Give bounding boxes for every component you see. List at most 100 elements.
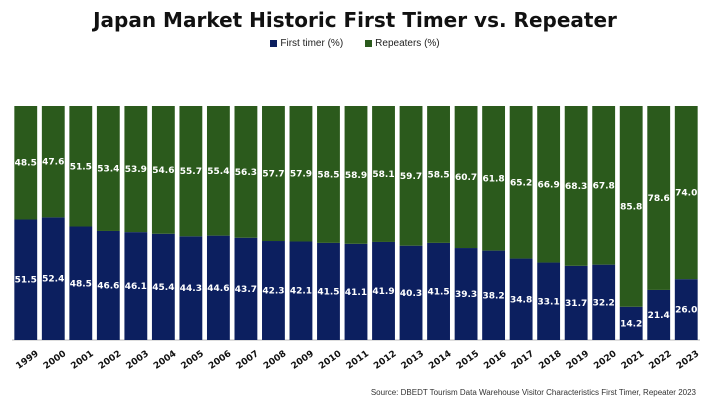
data-label-repeaters-2020: 67.8 <box>593 181 615 191</box>
data-label-repeaters-2009: 57.9 <box>290 170 312 180</box>
data-label-repeaters-2003: 53.9 <box>125 165 147 175</box>
x-tick-label-2015: 2015 <box>455 349 481 372</box>
data-label-repeaters-2001: 51.5 <box>70 162 92 172</box>
data-label-first-timer-2001: 48.5 <box>70 279 92 289</box>
data-label-repeaters-2006: 55.4 <box>207 167 229 177</box>
bar-first-timer-2021 <box>619 306 643 340</box>
data-label-first-timer-2016: 38.2 <box>482 291 504 301</box>
data-label-first-timer-2008: 42.3 <box>262 287 284 297</box>
legend-label-first-timer: First timer (%) <box>280 38 344 49</box>
bar-repeaters-2011 <box>344 106 368 244</box>
bar-repeaters-2017 <box>509 106 533 259</box>
data-label-repeaters-2021: 85.8 <box>620 202 642 212</box>
bar-first-timer-2015 <box>454 248 478 340</box>
x-tick-label-2004: 2004 <box>152 349 178 372</box>
data-label-repeaters-2013: 59.7 <box>400 172 422 182</box>
data-label-repeaters-2012: 58.1 <box>372 170 394 180</box>
data-label-repeaters-2010: 58.5 <box>317 170 339 180</box>
bar-repeaters-2014 <box>427 106 450 243</box>
x-tick-label-2019: 2019 <box>565 349 591 372</box>
bar-first-timer-2017 <box>509 258 533 340</box>
bar-first-timer-2019 <box>564 265 588 340</box>
data-label-repeaters-2011: 58.9 <box>345 171 367 181</box>
bar-repeaters-2010 <box>317 106 340 243</box>
x-tick-label-2001: 2001 <box>70 349 96 372</box>
bar-repeaters-2019 <box>564 106 588 266</box>
data-label-first-timer-2021: 14.2 <box>620 319 642 329</box>
data-label-repeaters-2019: 68.3 <box>565 182 587 192</box>
data-label-first-timer-2006: 44.6 <box>207 284 229 294</box>
bar-repeaters-2020 <box>592 106 616 265</box>
data-label-repeaters-2022: 78.6 <box>648 194 670 204</box>
x-tick-label-2000: 2000 <box>42 349 68 372</box>
bar-first-timer-2011 <box>344 243 368 340</box>
data-label-first-timer-2018: 33.1 <box>538 297 560 307</box>
data-label-repeaters-2008: 57.7 <box>262 170 284 180</box>
bar-first-timer-2007 <box>234 237 258 340</box>
data-label-first-timer-2019: 31.7 <box>565 299 587 309</box>
x-tick-label-2018: 2018 <box>537 349 563 372</box>
data-label-first-timer-2020: 32.2 <box>593 298 615 308</box>
bar-first-timer-2018 <box>537 262 561 340</box>
bar-repeaters-2008 <box>262 106 285 242</box>
bar-first-timer-2001 <box>69 226 93 340</box>
data-label-first-timer-2009: 42.1 <box>290 287 312 297</box>
x-tick-label-2008: 2008 <box>262 349 288 372</box>
data-label-repeaters-2004: 54.6 <box>152 166 174 176</box>
bar-repeaters-2007 <box>234 106 258 238</box>
x-tick-label-2013: 2013 <box>400 349 426 372</box>
bar-first-timer-2022 <box>647 289 671 340</box>
data-label-repeaters-2015: 60.7 <box>455 173 477 183</box>
bar-repeaters-2009 <box>289 106 313 242</box>
x-tick-label-2017: 2017 <box>510 349 536 372</box>
bar-repeaters-2012 <box>372 106 395 242</box>
data-label-repeaters-2000: 47.6 <box>42 158 64 168</box>
data-label-first-timer-1999: 51.5 <box>15 276 37 286</box>
legend-item-repeaters: Repeaters (%) <box>365 38 440 49</box>
bar-repeaters-2013 <box>399 106 423 246</box>
bar-repeaters-2000 <box>41 106 65 218</box>
bar-repeaters-2002 <box>96 106 120 231</box>
x-tick-label-2012: 2012 <box>372 349 398 372</box>
bar-first-timer-2023 <box>674 279 698 340</box>
source-note: Source: DBEDT Tourism Data Warehouse Vis… <box>370 388 696 397</box>
bar-first-timer-1999 <box>14 219 38 340</box>
bar-repeaters-2005 <box>179 106 203 237</box>
data-label-first-timer-2013: 40.3 <box>400 289 422 299</box>
x-tick-label-2022: 2022 <box>647 349 673 372</box>
data-label-first-timer-2010: 41.5 <box>317 287 339 297</box>
data-label-first-timer-2011: 41.1 <box>345 288 367 298</box>
data-label-first-timer-2000: 52.4 <box>42 275 64 285</box>
x-tick-label-1999: 1999 <box>14 349 40 372</box>
data-label-repeaters-2017: 65.2 <box>510 178 532 188</box>
bar-first-timer-2006 <box>206 235 230 340</box>
bar-first-timer-2016 <box>482 250 506 340</box>
x-tick-label-2007: 2007 <box>235 349 261 372</box>
bar-first-timer-2005 <box>179 236 203 340</box>
legend-item-first-timer: First timer (%) <box>270 38 343 49</box>
x-tick-label-2003: 2003 <box>125 349 151 372</box>
data-label-first-timer-2023: 26.0 <box>675 306 697 316</box>
bar-repeaters-2015 <box>454 106 478 249</box>
bar-first-timer-2004 <box>151 233 175 340</box>
bar-first-timer-2002 <box>96 230 120 340</box>
bar-repeaters-2016 <box>482 106 506 251</box>
data-label-first-timer-2003: 46.1 <box>125 282 147 292</box>
bar-first-timer-2008 <box>262 241 285 340</box>
data-label-repeaters-2014: 58.5 <box>427 170 449 180</box>
bar-first-timer-2013 <box>399 245 423 340</box>
data-label-first-timer-2012: 41.9 <box>372 287 394 297</box>
data-label-repeaters-2023: 74.0 <box>675 189 697 199</box>
bar-repeaters-2004 <box>151 106 175 234</box>
bar-first-timer-2003 <box>124 232 148 340</box>
data-label-repeaters-2007: 56.3 <box>235 168 257 178</box>
bar-repeaters-2018 <box>537 106 561 263</box>
chart-title: Japan Market Historic First Timer vs. Re… <box>93 8 617 32</box>
chart-legend: First timer (%) Repeaters (%) <box>0 38 710 49</box>
bar-repeaters-2022 <box>647 106 671 290</box>
data-label-repeaters-2018: 66.9 <box>538 180 560 190</box>
data-label-first-timer-2014: 41.5 <box>427 287 449 297</box>
x-tick-label-2016: 2016 <box>482 349 508 372</box>
bar-repeaters-1999 <box>14 106 38 220</box>
